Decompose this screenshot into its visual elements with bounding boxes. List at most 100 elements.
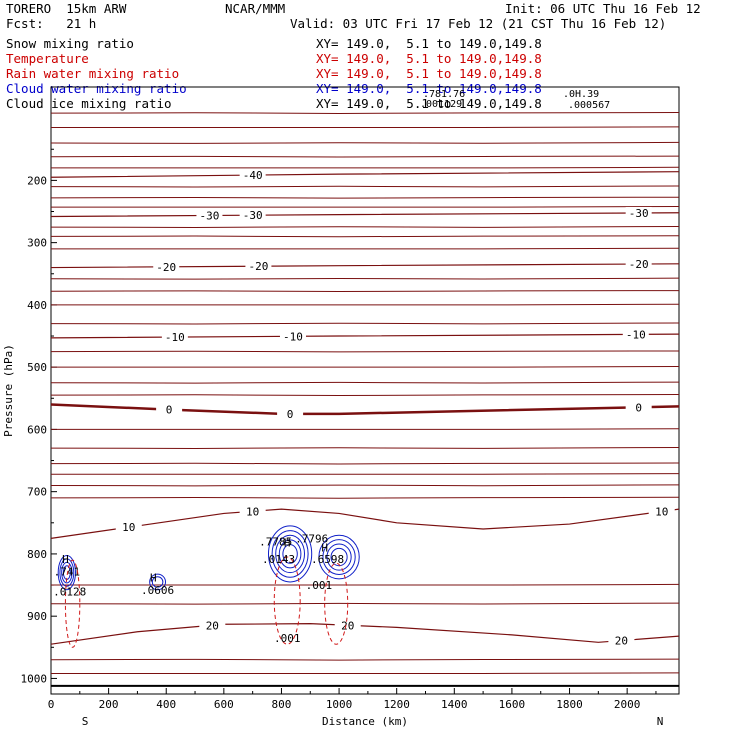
legend-xy: XY= 149.0, 5.1 to 149.0,149.8 <box>316 51 542 66</box>
isotherm-0 <box>50 403 680 416</box>
y-tick-label: 600 <box>27 423 47 436</box>
cloud-water-label: H <box>150 572 157 585</box>
isotherm-label: 10 <box>246 505 259 518</box>
cloud-water-contour <box>318 534 360 580</box>
cloud-water-contour <box>151 576 164 588</box>
isotherm-line <box>50 141 680 144</box>
rain-water-contour <box>64 559 81 648</box>
overlap-label: .000567 <box>568 100 611 111</box>
isotherm-line <box>50 446 680 449</box>
x-tick-label: 800 <box>272 698 292 711</box>
isotherm-line <box>50 225 680 228</box>
isotherm--30 <box>50 212 680 218</box>
isotherm-label: 20 <box>341 619 354 632</box>
legend-name: Cloud water mixing ratio <box>6 81 187 96</box>
south-label: S <box>82 715 89 728</box>
y-tick-label: 200 <box>27 174 47 187</box>
isotherm-line <box>50 496 680 499</box>
isotherm-line <box>51 473 680 475</box>
isotherm-label-bg <box>156 403 183 416</box>
isotherm-line <box>50 658 680 661</box>
isotherm--10 <box>50 333 680 339</box>
legend-name: Cloud ice mixing ratio <box>6 96 172 111</box>
cloud-water-label: .001 <box>306 579 333 592</box>
isotherm-label-bg <box>245 260 272 273</box>
isotherm-label-bg <box>239 209 266 222</box>
isotherm-line <box>51 303 680 306</box>
isotherm-line <box>50 462 680 465</box>
isotherm-line <box>50 155 680 158</box>
cloud-water-contour <box>267 525 313 583</box>
isotherm-line <box>51 247 680 250</box>
x-tick-label: 0 <box>48 698 55 711</box>
isotherm-line <box>51 166 680 169</box>
cloud-water-contour <box>149 573 167 591</box>
isotherm-label-bg <box>153 260 180 273</box>
isotherm-label: 0 <box>635 401 642 414</box>
x-tick-label: 2000 <box>614 698 641 711</box>
isotherm-line <box>51 672 680 674</box>
isotherm-line <box>51 126 680 128</box>
isotherm-line <box>50 322 680 325</box>
isotherm-label-bg <box>239 169 266 182</box>
isotherm-label-bg <box>608 634 635 647</box>
isotherm-line <box>50 235 680 238</box>
isotherm-label: 0 <box>166 404 173 417</box>
isotherm-label-bg <box>199 619 226 632</box>
isotherm-label-bg <box>277 407 304 420</box>
y-tick-label: 500 <box>27 361 47 374</box>
isotherm-label-bg <box>196 209 223 222</box>
isotherm-label: -10 <box>626 328 646 341</box>
forecast-hour: Fcst: 21 h <box>6 16 97 31</box>
rain-water-contour <box>324 562 349 645</box>
x-tick-label: 1800 <box>556 698 583 711</box>
isotherm-label-bg <box>625 258 652 271</box>
cloud-water-label: H <box>284 537 291 550</box>
isotherm-20 <box>50 623 680 645</box>
isotherm-label: -20 <box>156 261 176 274</box>
isotherm-line <box>50 602 680 605</box>
cloud-water-label: H <box>321 542 328 555</box>
y-tick-label: 1000 <box>21 672 48 685</box>
isotherm-label-bg <box>161 331 188 344</box>
cloud-water-contour <box>282 544 298 564</box>
isotherm-label: 20 <box>206 619 219 632</box>
y-axis-label: Pressure (hPa) <box>2 344 15 437</box>
cloud-water-label: .0606 <box>141 584 174 597</box>
x-tick-label: 1200 <box>383 698 410 711</box>
legend-xy: XY= 149.0, 5.1 to 149.0,149.8 <box>316 66 542 81</box>
legend-name: Temperature <box>6 51 89 66</box>
isotherm-line <box>50 394 680 396</box>
isotherm-line <box>51 206 680 208</box>
cloud-water-contour <box>275 534 306 574</box>
north-label: N <box>657 715 664 728</box>
y-tick-label: 800 <box>27 548 47 561</box>
cloud-water-contour <box>271 530 309 578</box>
isotherm-label: -30 <box>629 207 649 220</box>
cloud-water-label: .7796 <box>295 532 328 545</box>
legend-name: Snow mixing ratio <box>6 36 134 51</box>
isotherm-line <box>51 428 680 430</box>
isotherm-label: -10 <box>283 330 303 343</box>
rain-water-label: .0128 <box>53 585 86 598</box>
isotherm-line <box>51 583 680 586</box>
isotherm-label: 20 <box>615 635 628 648</box>
isotherm-label: 10 <box>122 521 135 534</box>
isotherm-line <box>51 366 680 368</box>
isotherm-label: 0 <box>287 408 294 421</box>
isotherm--40 <box>50 171 680 178</box>
isotherm-line <box>50 381 680 384</box>
overlap-label: .001129 <box>420 99 463 110</box>
x-axis-label: Distance (km) <box>322 715 408 728</box>
isotherm-label: -30 <box>200 209 220 222</box>
isotherm-line <box>50 112 680 114</box>
plot-frame <box>50 86 680 695</box>
rain-water-contour <box>273 556 301 645</box>
cloud-water-label: H <box>62 553 69 566</box>
org-label: NCAR/MMM <box>225 1 286 16</box>
isotherm-label: -30 <box>243 209 263 222</box>
isotherm-line <box>50 185 680 188</box>
isotherm-label: -20 <box>629 258 649 271</box>
isotherm-label: -40 <box>243 169 263 182</box>
